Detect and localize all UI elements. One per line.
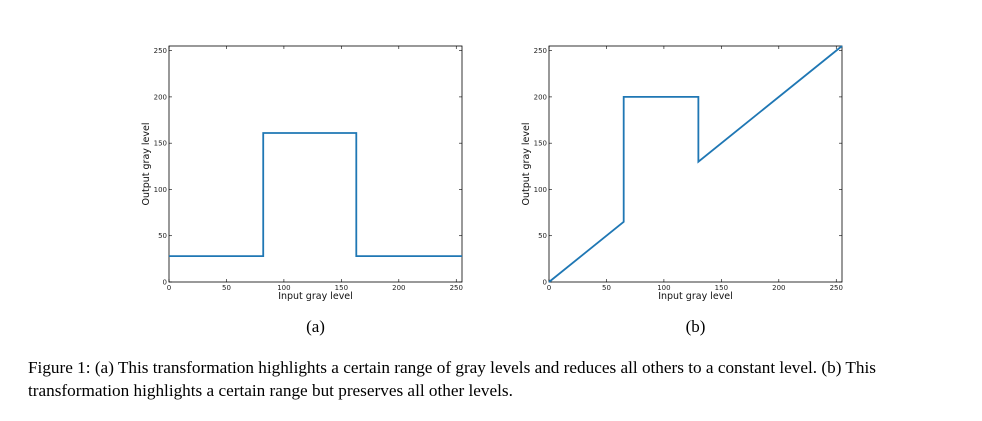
x-tick-label: 250 xyxy=(830,284,843,292)
panel-label: (b) xyxy=(686,317,706,336)
x-tick-label: 100 xyxy=(277,284,290,292)
y-tick-label: 50 xyxy=(538,232,547,240)
y-tick-label: 150 xyxy=(534,140,547,148)
x-tick-label: 50 xyxy=(222,284,231,292)
y-tick-label: 50 xyxy=(158,232,167,240)
y-tick-label: 250 xyxy=(154,47,167,55)
y-tick-label: 200 xyxy=(154,93,167,101)
y-tick-label: 0 xyxy=(163,279,167,287)
plot-frame xyxy=(168,45,463,283)
series-line xyxy=(548,45,843,283)
chart-panel-a: 0 50 100 150 200 250 0 50 100 150 200 250 Input gray… xyxy=(141,45,463,336)
y-tick-label: 100 xyxy=(154,186,167,194)
x-tick-label: 150 xyxy=(335,284,348,292)
y-tick-label: 100 xyxy=(534,186,547,194)
x-tick-label: 0 xyxy=(167,284,171,292)
y-tick-label: 200 xyxy=(534,93,547,101)
series-line xyxy=(169,132,462,257)
y-tick-label: 250 xyxy=(534,47,547,55)
x-tick-label: 100 xyxy=(657,284,670,292)
plot-frame xyxy=(548,45,843,283)
x-tick-label: 250 xyxy=(450,284,463,292)
y-tick-label: 0 xyxy=(543,279,547,287)
y-tick-label: 150 xyxy=(154,140,167,148)
x-tick-label: 0 xyxy=(547,284,551,292)
figure-caption: Figure 1: (a) This transformation highli… xyxy=(28,358,876,400)
y-axis-label: Output gray level xyxy=(521,122,532,205)
x-tick-label: 150 xyxy=(715,284,728,292)
x-tick-label: 50 xyxy=(602,284,611,292)
chart-panel-b: 0 50 100 150 200 250 0 50 100 150 200 250 Input gray… xyxy=(521,45,843,336)
x-tick-label: 200 xyxy=(772,284,785,292)
x-axis-label: Input gray level xyxy=(278,291,353,302)
panel-label: (a) xyxy=(306,317,325,336)
y-axis-label: Output gray level xyxy=(141,122,152,205)
x-axis-label: Input gray level xyxy=(658,291,733,302)
x-tick-label: 200 xyxy=(392,284,405,292)
